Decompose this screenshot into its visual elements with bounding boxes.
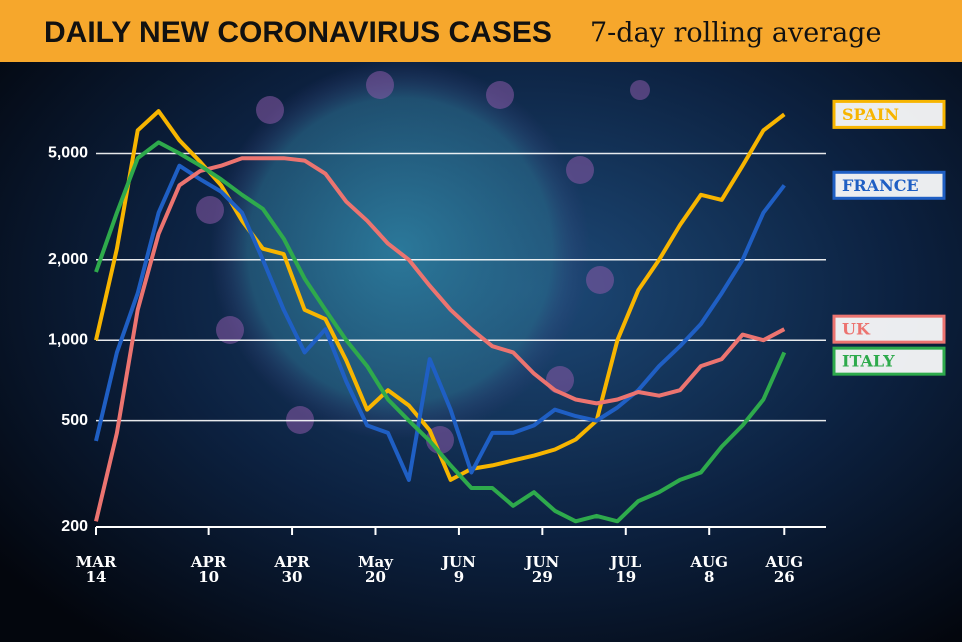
legend-item: SPAIN (832, 99, 946, 129)
chart-subtitle: 7-day rolling average (590, 18, 881, 49)
header-bar (0, 0, 962, 62)
legend-box (832, 346, 946, 376)
legend-label: FRANCE (842, 176, 919, 195)
virus-spikes (196, 71, 650, 454)
x-tick-label: APR 10 (190, 553, 227, 586)
legend-label: SPAIN (842, 105, 899, 124)
y-tick-label: 200 (61, 518, 88, 535)
chart-title: DAILY NEW CORONAVIRUS CASES (44, 16, 552, 49)
y-tick-label: 500 (61, 412, 88, 429)
series-line (94, 163, 786, 482)
series-line (94, 156, 786, 522)
y-tick-label: 1,000 (48, 331, 88, 348)
x-tick-label: JUL 19 (610, 553, 642, 586)
x-tick-label: MAR 14 (75, 553, 117, 586)
legend-box (832, 314, 946, 344)
x-tick-label: JUN 9 (441, 553, 476, 586)
legend-box (832, 99, 946, 129)
y-tick-label: 2,000 (48, 251, 88, 268)
x-tick-label: APR 30 (274, 553, 310, 586)
y-tick-label: 5,000 (48, 145, 88, 162)
legend-label: ITALY (842, 352, 895, 371)
legend-item: ITALY (832, 346, 946, 376)
legend-item: UK (832, 314, 946, 344)
x-tick-label: May 20 (357, 553, 393, 586)
legend-item: FRANCE (832, 170, 946, 200)
x-tick-label: JUN 29 (525, 553, 560, 586)
legend-label: UK (842, 320, 871, 339)
series-line (94, 140, 787, 524)
legend-box (832, 170, 946, 200)
x-tick-label: AUG 26 (765, 553, 804, 586)
x-tick-label: AUG 8 (690, 553, 728, 586)
